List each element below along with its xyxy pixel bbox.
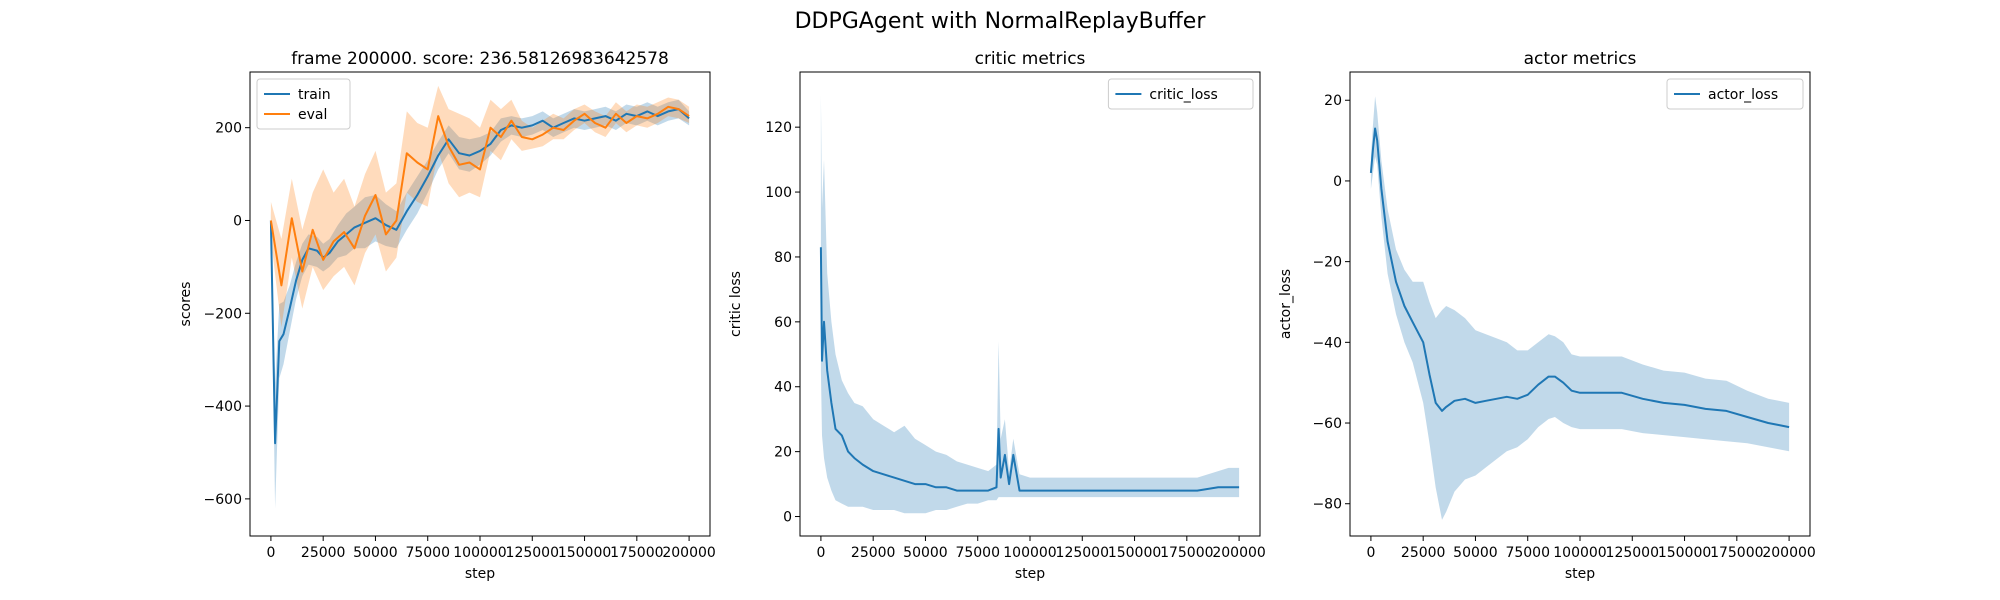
- chart-title: frame 200000. score: 236.58126983642578: [291, 49, 669, 69]
- chart-panel-1: frame 200000. score: 236.58126983642578 0…: [178, 49, 716, 582]
- y-tick-label: 0: [783, 510, 792, 526]
- legend-label: eval: [298, 107, 327, 123]
- confidence-band-eval: [270, 85, 690, 328]
- legend: critic_loss: [1107, 78, 1254, 110]
- y-tick-label: −200: [204, 306, 242, 322]
- x-tick-label: 50000: [1453, 545, 1498, 561]
- x-tick-label: 125000: [1056, 545, 1109, 561]
- x-tick-label: 100000: [453, 545, 506, 561]
- confidence-band-actor_loss: [1370, 96, 1790, 520]
- y-tick-label: −40: [1312, 335, 1342, 351]
- x-tick-label: 0: [266, 545, 275, 561]
- x-axis-label: step: [1015, 566, 1045, 582]
- confidence-band-train: [270, 99, 690, 509]
- y-tick-label: 60: [774, 315, 792, 331]
- x-tick-label: 150000: [558, 545, 611, 561]
- x-tick-label: 200000: [1212, 545, 1265, 561]
- x-tick-label: 75000: [405, 545, 450, 561]
- x-tick-label: 150000: [1108, 545, 1161, 561]
- plot-area: [1369, 96, 1790, 520]
- y-tick-label: 80: [774, 250, 792, 266]
- y-tick-label: −400: [204, 399, 242, 415]
- series-line-critic_loss: [819, 247, 1240, 492]
- x-tick-label: 150000: [1658, 545, 1711, 561]
- x-tick-label: 50000: [903, 545, 948, 561]
- legend-label: train: [298, 87, 331, 103]
- x-tick-label: 175000: [1160, 545, 1213, 561]
- legend-label: actor_loss: [1708, 87, 1778, 103]
- plot-area: [269, 85, 690, 509]
- figure-title: DDPGAgent with NormalReplayBuffer: [795, 9, 1207, 34]
- x-axis-label: step: [1565, 566, 1595, 582]
- x-tick-label: 125000: [1606, 545, 1659, 561]
- panels: frame 200000. score: 236.58126983642578 0…: [178, 49, 1816, 582]
- series-line-eval: [269, 105, 690, 287]
- x-tick-label: 200000: [1762, 545, 1815, 561]
- legend: train eval: [256, 78, 351, 130]
- y-tick-label: −60: [1312, 416, 1342, 432]
- y-tick-label: 200: [215, 121, 242, 137]
- y-tick-label: 120: [765, 120, 792, 136]
- x-tick-label: 75000: [955, 545, 1000, 561]
- x-tick-label: 100000: [1553, 545, 1606, 561]
- x-tick-label: 25000: [1401, 545, 1446, 561]
- x-axis-label: step: [465, 566, 495, 582]
- legend-label: critic_loss: [1149, 87, 1217, 103]
- y-tick-label: 0: [1333, 174, 1342, 190]
- series-line-actor_loss: [1369, 127, 1790, 429]
- legend-box: [1666, 78, 1804, 110]
- y-axis-label: actor_loss: [1278, 269, 1294, 339]
- x-tick-label: 200000: [662, 545, 715, 561]
- x-tick-label: 175000: [610, 545, 663, 561]
- x-tick-label: 125000: [506, 545, 559, 561]
- y-tick-label: 20: [774, 445, 792, 461]
- y-tick-label: 0: [233, 213, 242, 229]
- x-tick-label: 100000: [1003, 545, 1056, 561]
- y-tick-label: −20: [1312, 255, 1342, 271]
- x-tick-label: 25000: [851, 545, 896, 561]
- y-tick-label: 40: [774, 380, 792, 396]
- x-tick-label: 0: [816, 545, 825, 561]
- y-axis-label: critic loss: [728, 271, 744, 337]
- x-tick-label: 50000: [353, 545, 398, 561]
- legend: actor_loss: [1666, 78, 1804, 110]
- series-line-train: [269, 108, 690, 445]
- y-tick-label: 100: [765, 185, 792, 201]
- y-axis-label: scores: [178, 282, 194, 327]
- legend-box: [1107, 78, 1254, 110]
- chart-title: actor metrics: [1524, 49, 1637, 69]
- confidence-band-critic_loss: [820, 94, 1240, 514]
- legend-box: [256, 78, 351, 130]
- chart-panel-2: critic metrics 0 25000 50000 75000 1000001250…: [728, 49, 1266, 582]
- x-tick-label: 75000: [1505, 545, 1550, 561]
- x-tick-label: 175000: [1710, 545, 1763, 561]
- y-tick-label: 20: [1324, 93, 1342, 109]
- chart-title: critic metrics: [975, 49, 1086, 69]
- x-tick-label: 0: [1366, 545, 1375, 561]
- x-tick-label: 25000: [301, 545, 346, 561]
- chart-panel-3: actor metrics 0 25000 50000 75000 10000012500…: [1278, 49, 1816, 582]
- y-tick-label: −80: [1312, 497, 1342, 513]
- y-tick-label: −600: [204, 492, 242, 508]
- plot-area: [819, 94, 1240, 514]
